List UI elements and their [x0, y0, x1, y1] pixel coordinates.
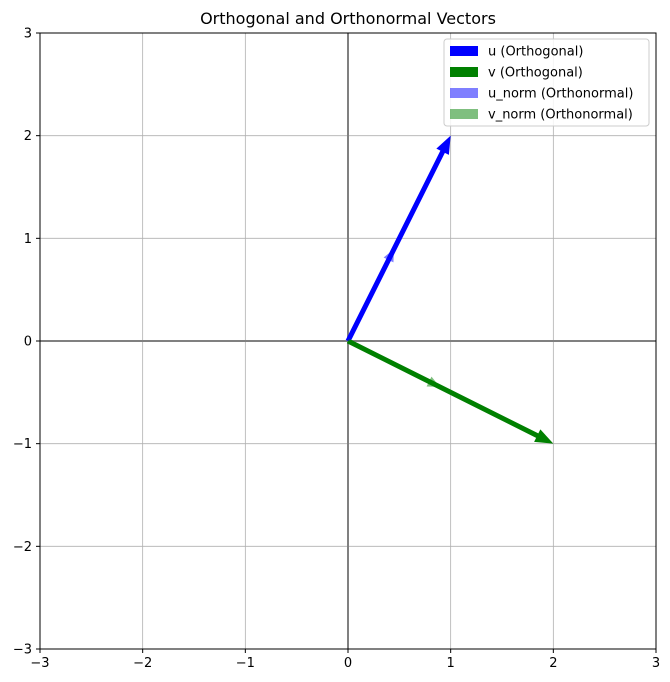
vector-layer — [345, 135, 554, 444]
y-tick-label-5: 2 — [24, 129, 32, 144]
tick-layer: −3 −2 −1 0 1 2 3 −3 −2 −1 0 1 2 3 — [13, 27, 660, 672]
x-tick-label-5: 2 — [549, 656, 557, 671]
legend-swatch-0 — [450, 46, 478, 56]
vector-u-norm — [346, 249, 394, 342]
y-tick-label-3: 0 — [24, 335, 32, 350]
legend-swatch-2 — [450, 88, 478, 98]
x-tick-label-2: −1 — [236, 656, 255, 671]
legend-swatch-1 — [450, 67, 478, 77]
vector-v-norm — [347, 339, 440, 387]
x-tick-label-1: −2 — [133, 656, 152, 671]
y-tick-label-2: −1 — [13, 437, 32, 452]
chart-title: Orthogonal and Orthonormal Vectors — [200, 9, 496, 28]
legend-label-0: u (Orthogonal) — [488, 45, 583, 60]
legend-swatch-3 — [450, 109, 478, 119]
y-tick-label-6: 3 — [24, 27, 32, 42]
legend: u (Orthogonal) v (Orthogonal) u_norm (Orth… — [443, 38, 650, 127]
x-tick-label-4: 1 — [447, 656, 455, 671]
x-tick-label-0: −3 — [30, 656, 49, 671]
legend-label-1: v (Orthogonal) — [488, 66, 583, 81]
legend-label-3: v_norm (Orthonormal) — [488, 108, 633, 123]
y-tick-label-0: −3 — [13, 643, 32, 658]
y-tick-label-4: 1 — [24, 232, 32, 247]
legend-box — [443, 38, 650, 127]
legend-label-2: u_norm (Orthonormal) — [488, 87, 633, 102]
y-tick-label-1: −2 — [13, 540, 32, 555]
x-tick-label-6: 3 — [652, 656, 660, 671]
x-tick-label-3: 0 — [344, 656, 352, 671]
